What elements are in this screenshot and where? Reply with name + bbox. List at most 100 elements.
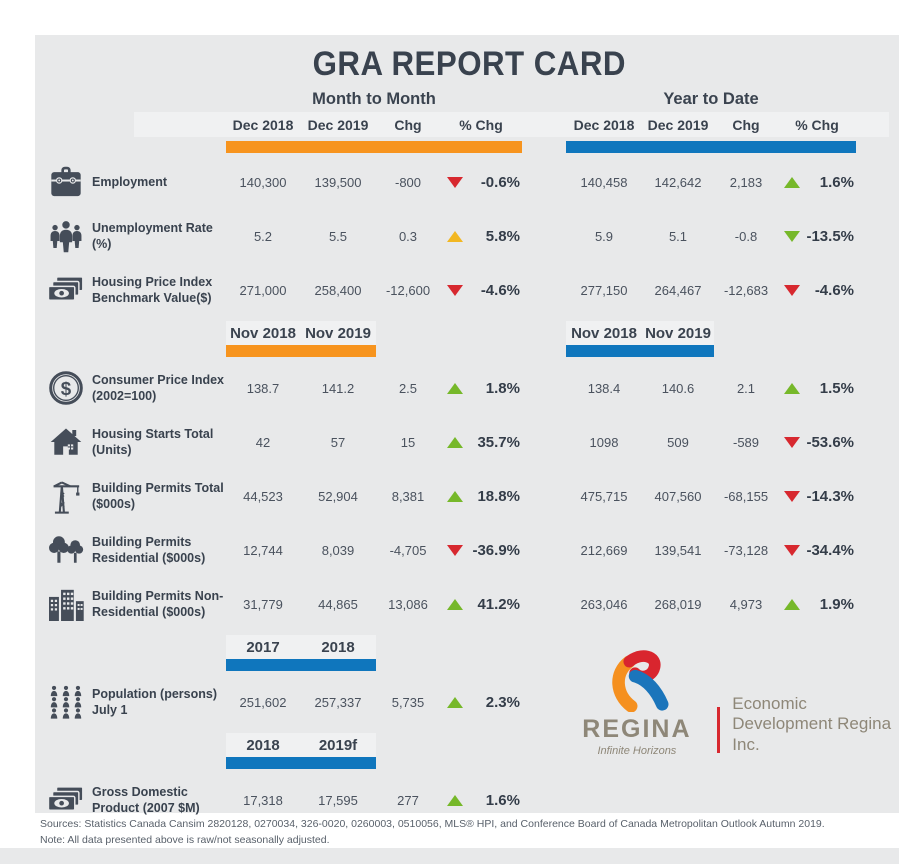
subheader-nov: Nov 2018 Nov 2019 Nov 2018 Nov 2019 bbox=[40, 321, 899, 345]
row-label: Consumer Price Index (2002=100) bbox=[92, 372, 224, 403]
ytd-value-2: 268,019 bbox=[654, 596, 702, 612]
ytd-pct-chg: -34.4% bbox=[806, 541, 854, 559]
regina-tagline: Infinite Horizons bbox=[597, 745, 677, 757]
subheader-2017: 2017 bbox=[226, 635, 300, 659]
ytd-value-1: 212,669 bbox=[580, 542, 628, 558]
rows-group-monthly: Employment 140,300 139,500 -800 -0.6% 14… bbox=[40, 155, 899, 317]
mtm-pct-chg: 1.8% bbox=[485, 379, 520, 397]
mtm-pct-chg: -0.6% bbox=[480, 173, 520, 191]
mtm-value-2: 139,500 bbox=[314, 174, 362, 190]
ytd-chg: -589 bbox=[732, 434, 760, 450]
ytd-value-2: 142,642 bbox=[654, 174, 702, 190]
subheader-population-years: 2017 2018 bbox=[40, 635, 899, 659]
population-bar bbox=[226, 659, 376, 671]
mtm-trend-triangle-icon bbox=[447, 176, 463, 188]
nov-bar-left bbox=[226, 345, 376, 357]
mtm-value-2: 257,337 bbox=[314, 694, 362, 710]
row-label: Housing Starts Total (Units) bbox=[92, 426, 214, 457]
col-header-mtm-dec2018: Dec 2018 bbox=[232, 116, 294, 133]
mtm-chg: -4,705 bbox=[389, 542, 427, 558]
buildings-icon bbox=[40, 587, 92, 621]
table-row: Population (persons) July 1 251,602 257,… bbox=[40, 675, 899, 729]
ytd-trend-triangle-icon bbox=[784, 176, 800, 188]
trees-icon bbox=[40, 533, 92, 567]
regina-r-mark-icon bbox=[601, 650, 673, 717]
mtm-pct-chg: -36.9% bbox=[472, 541, 520, 559]
rows-group-november: $ Consumer Price Index (2002=100) 138.7 … bbox=[40, 361, 899, 631]
nov-bar-right bbox=[566, 345, 714, 357]
ytd-trend-triangle-icon bbox=[784, 490, 800, 502]
mtm-chg: 15 bbox=[400, 434, 416, 450]
mtm-value-1: 271,000 bbox=[239, 282, 287, 298]
mtm-chg: -800 bbox=[394, 174, 422, 190]
mtm-value-1: 42 bbox=[255, 434, 271, 450]
mtm-trend-triangle-icon bbox=[447, 490, 463, 502]
rows-group-gdp: Gross Domestic Product (2007 $M) 17,318 … bbox=[40, 773, 899, 827]
ytd-chg: 4,973 bbox=[729, 596, 763, 612]
column-headers-row: Dec 2018 Dec 2019 Chg % Chg Dec 2018 Dec… bbox=[40, 111, 899, 138]
rows-group-population: Population (persons) July 1 251,602 257,… bbox=[40, 675, 899, 729]
ytd-trend-triangle-icon bbox=[784, 284, 800, 296]
table-row: $ Consumer Price Index (2002=100) 138.7 … bbox=[40, 361, 899, 415]
mtm-trend-triangle-icon bbox=[447, 598, 463, 610]
mtm-chg: 2.5 bbox=[398, 380, 418, 396]
table-row: Unemployment Rate (%) 5.2 5.5 0.3 5.8% 5… bbox=[40, 209, 899, 263]
mtm-value-2: 44,865 bbox=[318, 596, 358, 612]
logo-divider bbox=[716, 707, 721, 753]
mtm-value-2: 57 bbox=[330, 434, 346, 450]
subheader-nov2018-right: Nov 2018 bbox=[566, 321, 642, 345]
mtm-value-2: 8,039 bbox=[321, 542, 355, 558]
report-panel: GRA REPORT CARD Month to Month Year to D… bbox=[35, 35, 899, 815]
ytd-value-2: 509 bbox=[667, 434, 689, 450]
section-title-year-to-date: Year to Date bbox=[663, 89, 759, 108]
ytd-chg: 2,183 bbox=[729, 174, 763, 190]
mtm-value-1: 251,602 bbox=[239, 694, 287, 710]
ytd-pct-chg: -53.6% bbox=[806, 433, 854, 451]
ytd-value-1: 140,458 bbox=[580, 174, 628, 190]
ytd-value-2: 5.1 bbox=[668, 228, 688, 244]
mtm-pct-chg: 2.3% bbox=[485, 693, 520, 711]
col-header-mtm-pctchg: % Chg bbox=[459, 116, 503, 133]
section-bars bbox=[40, 141, 899, 153]
ytd-value-2: 140.6 bbox=[661, 380, 695, 396]
money-icon bbox=[40, 785, 92, 815]
mtm-trend-triangle-icon bbox=[447, 284, 463, 296]
gdp-bar bbox=[226, 757, 376, 769]
regina-logo: REGINA Infinite Horizons Economic Develo… bbox=[567, 650, 899, 757]
table-row: Housing Starts Total (Units) 42 57 15 35… bbox=[40, 415, 899, 469]
mtm-chg: 8,381 bbox=[391, 488, 425, 504]
mtm-chg: 5,735 bbox=[391, 694, 425, 710]
mtm-trend-triangle-icon bbox=[447, 696, 463, 708]
ytd-trend-triangle-icon bbox=[784, 598, 800, 610]
table-row: Employment 140,300 139,500 -800 -0.6% 14… bbox=[40, 155, 899, 209]
table-row: Building Permits Non-Residential ($000s)… bbox=[40, 577, 899, 631]
crowd-icon bbox=[40, 685, 92, 719]
ytd-value-1: 277,150 bbox=[580, 282, 628, 298]
ytd-value-1: 138.4 bbox=[587, 380, 621, 396]
mtm-value-1: 5.2 bbox=[253, 228, 273, 244]
mtm-trend-triangle-icon bbox=[447, 230, 463, 242]
crane-icon bbox=[40, 478, 92, 514]
ytd-pct-chg: 1.6% bbox=[819, 173, 854, 191]
mtm-chg: 0.3 bbox=[398, 228, 418, 244]
row-label: Gross Domestic Product (2007 $M) bbox=[92, 784, 200, 815]
row-label: Housing Price Index Benchmark Value($) bbox=[92, 274, 213, 305]
mtm-trend-triangle-icon bbox=[447, 436, 463, 448]
ytd-pct-chg: -4.6% bbox=[814, 281, 854, 299]
mtm-value-2: 52,904 bbox=[318, 488, 358, 504]
ytd-pct-chg: 1.9% bbox=[819, 595, 854, 613]
org-name: Economic Development Regina Inc. bbox=[732, 693, 892, 754]
ytd-value-1: 475,715 bbox=[580, 488, 628, 504]
money-icon bbox=[40, 275, 92, 305]
mtm-value-2: 141.2 bbox=[321, 380, 355, 396]
subheader-population-bar bbox=[40, 659, 899, 671]
mtm-value-1: 44,523 bbox=[243, 488, 283, 504]
ytd-trend-triangle-icon bbox=[784, 230, 800, 242]
row-label: Unemployment Rate (%) bbox=[92, 220, 213, 251]
mtm-pct-chg: -4.6% bbox=[480, 281, 520, 299]
ytd-trend-triangle-icon bbox=[784, 382, 800, 394]
ytd-pct-chg: -14.3% bbox=[806, 487, 854, 505]
table-row: Gross Domestic Product (2007 $M) 17,318 … bbox=[40, 773, 899, 827]
mtm-value-2: 258,400 bbox=[314, 282, 362, 298]
